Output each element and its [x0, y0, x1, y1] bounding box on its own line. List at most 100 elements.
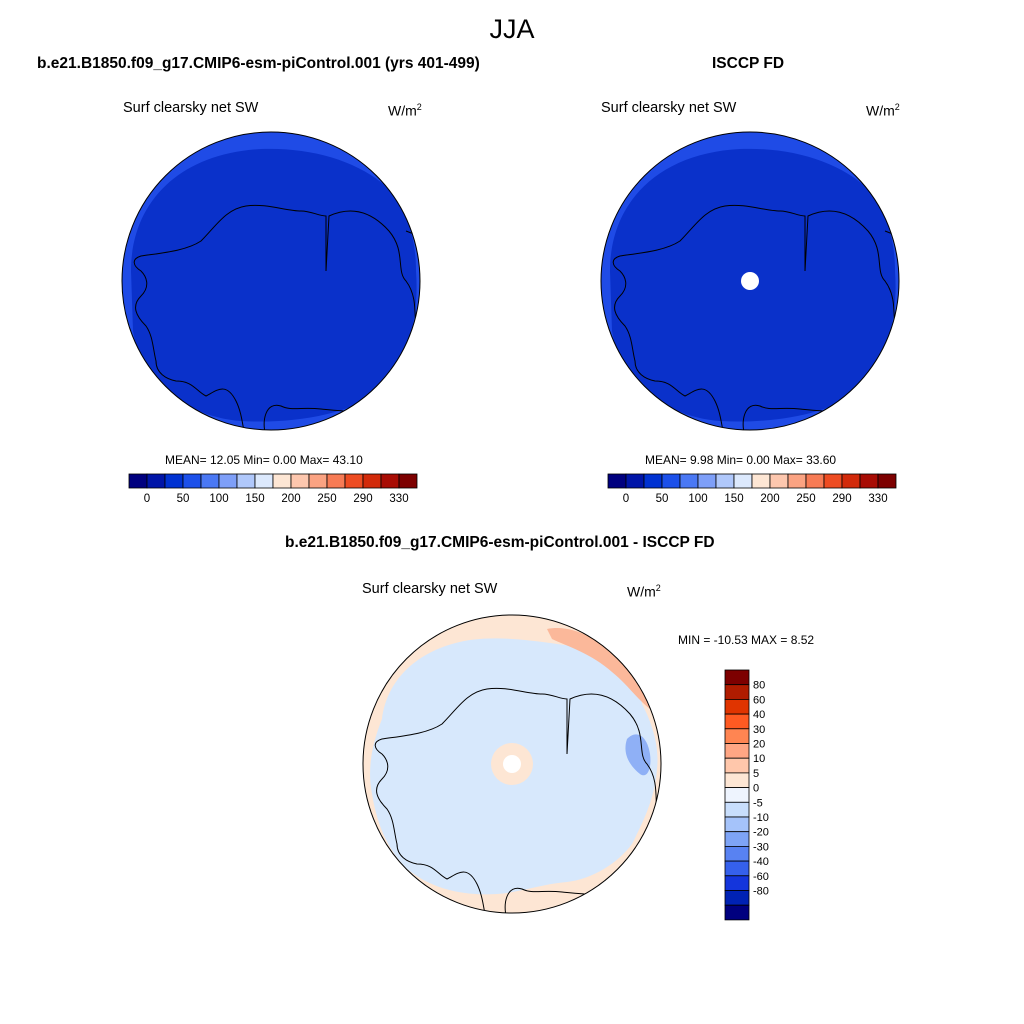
diff-colorbar-box: [724, 787, 750, 803]
diff-variable-label: Surf clearsky net SW: [362, 581, 498, 597]
obs-colorbar-box: [769, 473, 789, 489]
diff-colorbar: 80 60 40 30 20 10 5 0 -5 -10 -20 -30 -40 -60 -80: [724, 669, 769, 921]
model-colorbar-tick-label: 290: [353, 493, 372, 505]
model-stats-label: MEAN= 12.05 Min= 0.00 Max= 43.10: [165, 453, 363, 467]
diff-pole-hole: [503, 755, 521, 773]
diff-colorbar-box: [724, 904, 750, 921]
obs-colorbar-box: [607, 473, 627, 489]
diff-positive-patch: [622, 631, 651, 641]
diff-colorbar-tick-label: 40: [753, 709, 765, 721]
model-units-label: W/m2: [388, 102, 422, 119]
obs-colorbar-tick-label: 0: [623, 493, 629, 505]
model-colorbar-box: [272, 473, 292, 489]
diff-colorbar-box: [724, 801, 750, 818]
model-inner-field: [131, 148, 417, 422]
diff-colorbar-box: [724, 728, 750, 744]
model-colorbar-tick-label: 330: [389, 493, 408, 505]
obs-colorbar-box: [823, 473, 843, 489]
obs-colorbar-tick-label: 100: [688, 493, 707, 505]
diff-colorbar-tick-label: 20: [753, 739, 765, 751]
model-map-border: [121, 131, 421, 431]
model-colorbar-box: [380, 473, 400, 489]
diff-colorbar-box: [724, 816, 750, 833]
diff-colorbar-tick-label: 80: [753, 680, 765, 692]
diff-colorbar-tick-label: -80: [753, 886, 769, 898]
obs-units-label: W/m2: [866, 102, 900, 119]
obs-colorbar-box: [859, 473, 879, 489]
diff-colorbar-box: [724, 890, 750, 906]
obs-panel-title: ISCCP FD: [712, 55, 785, 72]
model-colorbar-box: [182, 473, 202, 489]
diff-map-border: [362, 614, 662, 914]
obs-colorbar-box: [751, 473, 771, 489]
diff-units-label: W/m2: [627, 583, 661, 600]
diff-colorbar-box: [724, 669, 750, 686]
diff-colorbar-box: [724, 845, 750, 862]
diff-stats-label: MIN = -10.53 MAX = 8.52: [678, 633, 815, 647]
obs-colorbar-tick-label: 330: [868, 493, 887, 505]
diff-polar-map: [362, 614, 662, 914]
model-colorbar-box: [308, 473, 328, 489]
diff-colorbar-box: [724, 875, 750, 891]
obs-colorbar-box: [625, 473, 645, 489]
figure-title: JJA: [489, 14, 535, 44]
model-colorbar-tick-label: 100: [209, 493, 228, 505]
model-colorbar-box: [128, 473, 148, 489]
model-colorbar-box: [326, 473, 346, 489]
diff-colorbar-box: [724, 772, 750, 789]
model-colorbar-box: [398, 473, 418, 489]
model-colorbar-box: [218, 473, 238, 489]
diff-colorbar-tick-label: -60: [753, 871, 769, 883]
diff-colorbar-tick-label: 10: [753, 753, 765, 765]
diff-coastline: [374, 687, 661, 913]
obs-colorbar-box: [661, 473, 681, 489]
model-colorbar-tick-label: 150: [245, 493, 264, 505]
diff-colorbar-box: [724, 860, 750, 877]
diff-positive-band: [547, 628, 660, 711]
model-colorbar-box: [344, 473, 364, 489]
obs-map-border: [600, 131, 900, 431]
obs-colorbar-box: [643, 473, 663, 489]
model-colorbar-box: [236, 473, 256, 489]
model-variable-label: Surf clearsky net SW: [123, 100, 259, 116]
model-colorbar-box: [254, 473, 274, 489]
obs-colorbar-tick-label: 150: [724, 493, 743, 505]
obs-colorbar-box: [679, 473, 699, 489]
obs-variable-label: Surf clearsky net SW: [601, 100, 737, 116]
diff-colorbar-tick-label: -20: [753, 827, 769, 839]
diff-colorbar-box: [724, 713, 750, 730]
model-colorbar-tick-label: 50: [177, 493, 190, 505]
diff-colorbar-tick-label: 0: [753, 783, 759, 795]
diff-colorbar-box: [724, 757, 750, 774]
model-colorbar: 0 50 100 150 200 250 290 330: [128, 473, 418, 505]
obs-colorbar: 0 50 100 150 200 250 290 330: [607, 473, 897, 505]
diff-negative-patch: [625, 734, 651, 776]
obs-colorbar-tick-label: 200: [760, 493, 779, 505]
obs-colorbar-tick-label: 50: [656, 493, 669, 505]
diff-colorbar-tick-label: -40: [753, 856, 769, 868]
model-colorbar-box: [164, 473, 184, 489]
obs-colorbar-box: [715, 473, 735, 489]
diff-colorbar-tick-label: 30: [753, 724, 765, 736]
obs-colorbar-box: [805, 473, 825, 489]
diff-colorbar-box: [724, 743, 750, 759]
diff-colorbar-tick-label: -5: [753, 797, 763, 809]
diff-colorbar-box: [724, 684, 750, 700]
obs-pole-hole: [741, 272, 759, 290]
model-polar-map: [121, 131, 421, 431]
model-colorbar-tick-label: 200: [281, 493, 300, 505]
diff-colorbar-tick-label: -10: [753, 812, 769, 824]
obs-colorbar-tick-label: 290: [832, 493, 851, 505]
diff-colorbar-tick-label: 5: [753, 768, 759, 780]
obs-polar-map: [600, 131, 900, 431]
model-panel-title: b.e21.B1850.f09_g17.CMIP6-esm-piControl.…: [37, 55, 480, 72]
model-colorbar-box: [362, 473, 382, 489]
model-colorbar-box: [200, 473, 220, 489]
obs-colorbar-box: [841, 473, 861, 489]
model-colorbar-tick-label: 0: [144, 493, 150, 505]
obs-colorbar-box: [787, 473, 807, 489]
diff-colorbar-tick-label: -30: [753, 841, 769, 853]
obs-colorbar-box: [697, 473, 717, 489]
obs-stats-label: MEAN= 9.98 Min= 0.00 Max= 33.60: [645, 453, 837, 467]
obs-colorbar-box: [877, 473, 897, 489]
